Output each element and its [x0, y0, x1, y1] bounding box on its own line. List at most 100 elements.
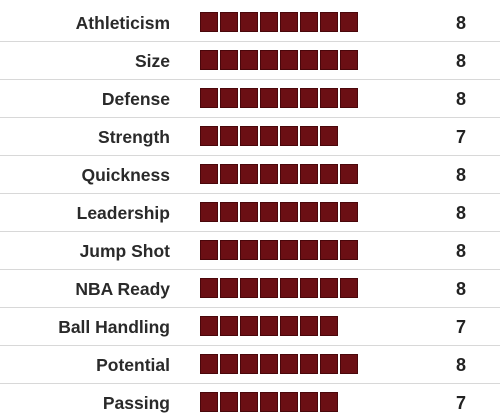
rating-bar-segment: [220, 392, 238, 412]
rating-bar-segment: [200, 202, 218, 222]
rating-row: Leadership 8: [0, 194, 500, 232]
rating-bar: [200, 50, 358, 70]
rating-label: Athleticism: [75, 13, 170, 33]
rating-bar-segment: [260, 316, 278, 336]
rating-label: Ball Handling: [58, 317, 170, 337]
rating-bar-segment: [240, 278, 258, 298]
rating-bar-segment: [340, 240, 358, 260]
rating-label: Quickness: [81, 165, 170, 185]
rating-bar-segment: [320, 164, 338, 184]
rating-bar-segment: [320, 392, 338, 412]
rating-bar-segment: [340, 278, 358, 298]
rating-bar: [200, 392, 338, 412]
rating-bar-segment: [200, 88, 218, 108]
rating-bar-segment: [280, 392, 298, 412]
rating-bar-segment: [240, 50, 258, 70]
rating-bar-segment: [340, 164, 358, 184]
rating-bar-segment: [220, 202, 238, 222]
rating-bar-segment: [260, 240, 278, 260]
rating-bar: [200, 164, 358, 184]
rating-bar-segment: [340, 354, 358, 374]
rating-bar-segment: [300, 12, 318, 32]
rating-row: Defense 8: [0, 80, 500, 118]
rating-bar-segment: [200, 50, 218, 70]
rating-bar-segment: [320, 88, 338, 108]
rating-score: 8: [455, 279, 466, 299]
rating-row: Quickness 8: [0, 156, 500, 194]
rating-bar-segment: [200, 392, 218, 412]
rating-bar-segment: [320, 278, 338, 298]
rating-label: Potential: [96, 355, 170, 375]
rating-bar-segment: [200, 126, 218, 146]
rating-bar-segment: [220, 240, 238, 260]
rating-label: Leadership: [76, 203, 170, 223]
rating-row: NBA Ready 8: [0, 270, 500, 308]
rating-bar-segment: [260, 12, 278, 32]
rating-bar-segment: [280, 126, 298, 146]
rating-bar: [200, 88, 358, 108]
rating-bar-segment: [200, 164, 218, 184]
rating-bar-segment: [320, 12, 338, 32]
rating-score: 8: [455, 203, 466, 223]
rating-bar-segment: [280, 278, 298, 298]
rating-score: 8: [455, 165, 466, 185]
rating-bar-segment: [220, 316, 238, 336]
rating-bar-segment: [200, 240, 218, 260]
rating-label: NBA Ready: [75, 279, 170, 299]
rating-bar-segment: [240, 392, 258, 412]
rating-bar-segment: [280, 164, 298, 184]
rating-bar-segment: [280, 12, 298, 32]
rating-bar-segment: [240, 126, 258, 146]
rating-score: 7: [455, 317, 466, 337]
rating-bar-segment: [200, 278, 218, 298]
rating-row: Passing 7: [0, 384, 500, 420]
rating-bar-segment: [300, 164, 318, 184]
rating-bar-segment: [240, 202, 258, 222]
rating-score: 8: [455, 13, 466, 33]
rating-score: 7: [455, 393, 466, 413]
rating-bar-segment: [260, 202, 278, 222]
rating-bar-segment: [300, 50, 318, 70]
rating-bar-segment: [300, 202, 318, 222]
rating-bar-segment: [240, 164, 258, 184]
rating-bar-segment: [320, 50, 338, 70]
rating-bar-segment: [300, 88, 318, 108]
rating-bar-segment: [220, 50, 238, 70]
rating-bar-segment: [320, 202, 338, 222]
rating-label: Passing: [102, 393, 170, 413]
rating-bar: [200, 278, 358, 298]
rating-bar: [200, 354, 358, 374]
rating-bar-segment: [280, 316, 298, 336]
rating-bar-segment: [280, 88, 298, 108]
rating-score: 7: [455, 127, 466, 147]
rating-bar-segment: [260, 164, 278, 184]
rating-bar-segment: [260, 50, 278, 70]
rating-bar-segment: [260, 126, 278, 146]
rating-label: Strength: [98, 127, 170, 147]
rating-bar-segment: [280, 240, 298, 260]
rating-bar-segment: [240, 12, 258, 32]
rating-bar-segment: [220, 126, 238, 146]
rating-bar-segment: [300, 240, 318, 260]
rating-bar: [200, 202, 358, 222]
rating-bar-segment: [240, 316, 258, 336]
rating-label: Jump Shot: [79, 241, 170, 261]
rating-bar-segment: [280, 50, 298, 70]
rating-bar-segment: [200, 354, 218, 374]
rating-bar-segment: [240, 88, 258, 108]
rating-label: Defense: [101, 89, 170, 109]
rating-score: 8: [455, 355, 466, 375]
rating-bar-segment: [260, 392, 278, 412]
rating-bar-segment: [320, 126, 338, 146]
rating-bar-segment: [260, 278, 278, 298]
rating-bar-segment: [300, 354, 318, 374]
rating-bar-segment: [220, 88, 238, 108]
rating-bar-segment: [300, 278, 318, 298]
rating-bar-segment: [320, 354, 338, 374]
rating-bar: [200, 240, 358, 260]
rating-bar-segment: [240, 354, 258, 374]
rating-bar-segment: [340, 12, 358, 32]
rating-bar-segment: [260, 354, 278, 374]
rating-label: Size: [134, 51, 170, 71]
